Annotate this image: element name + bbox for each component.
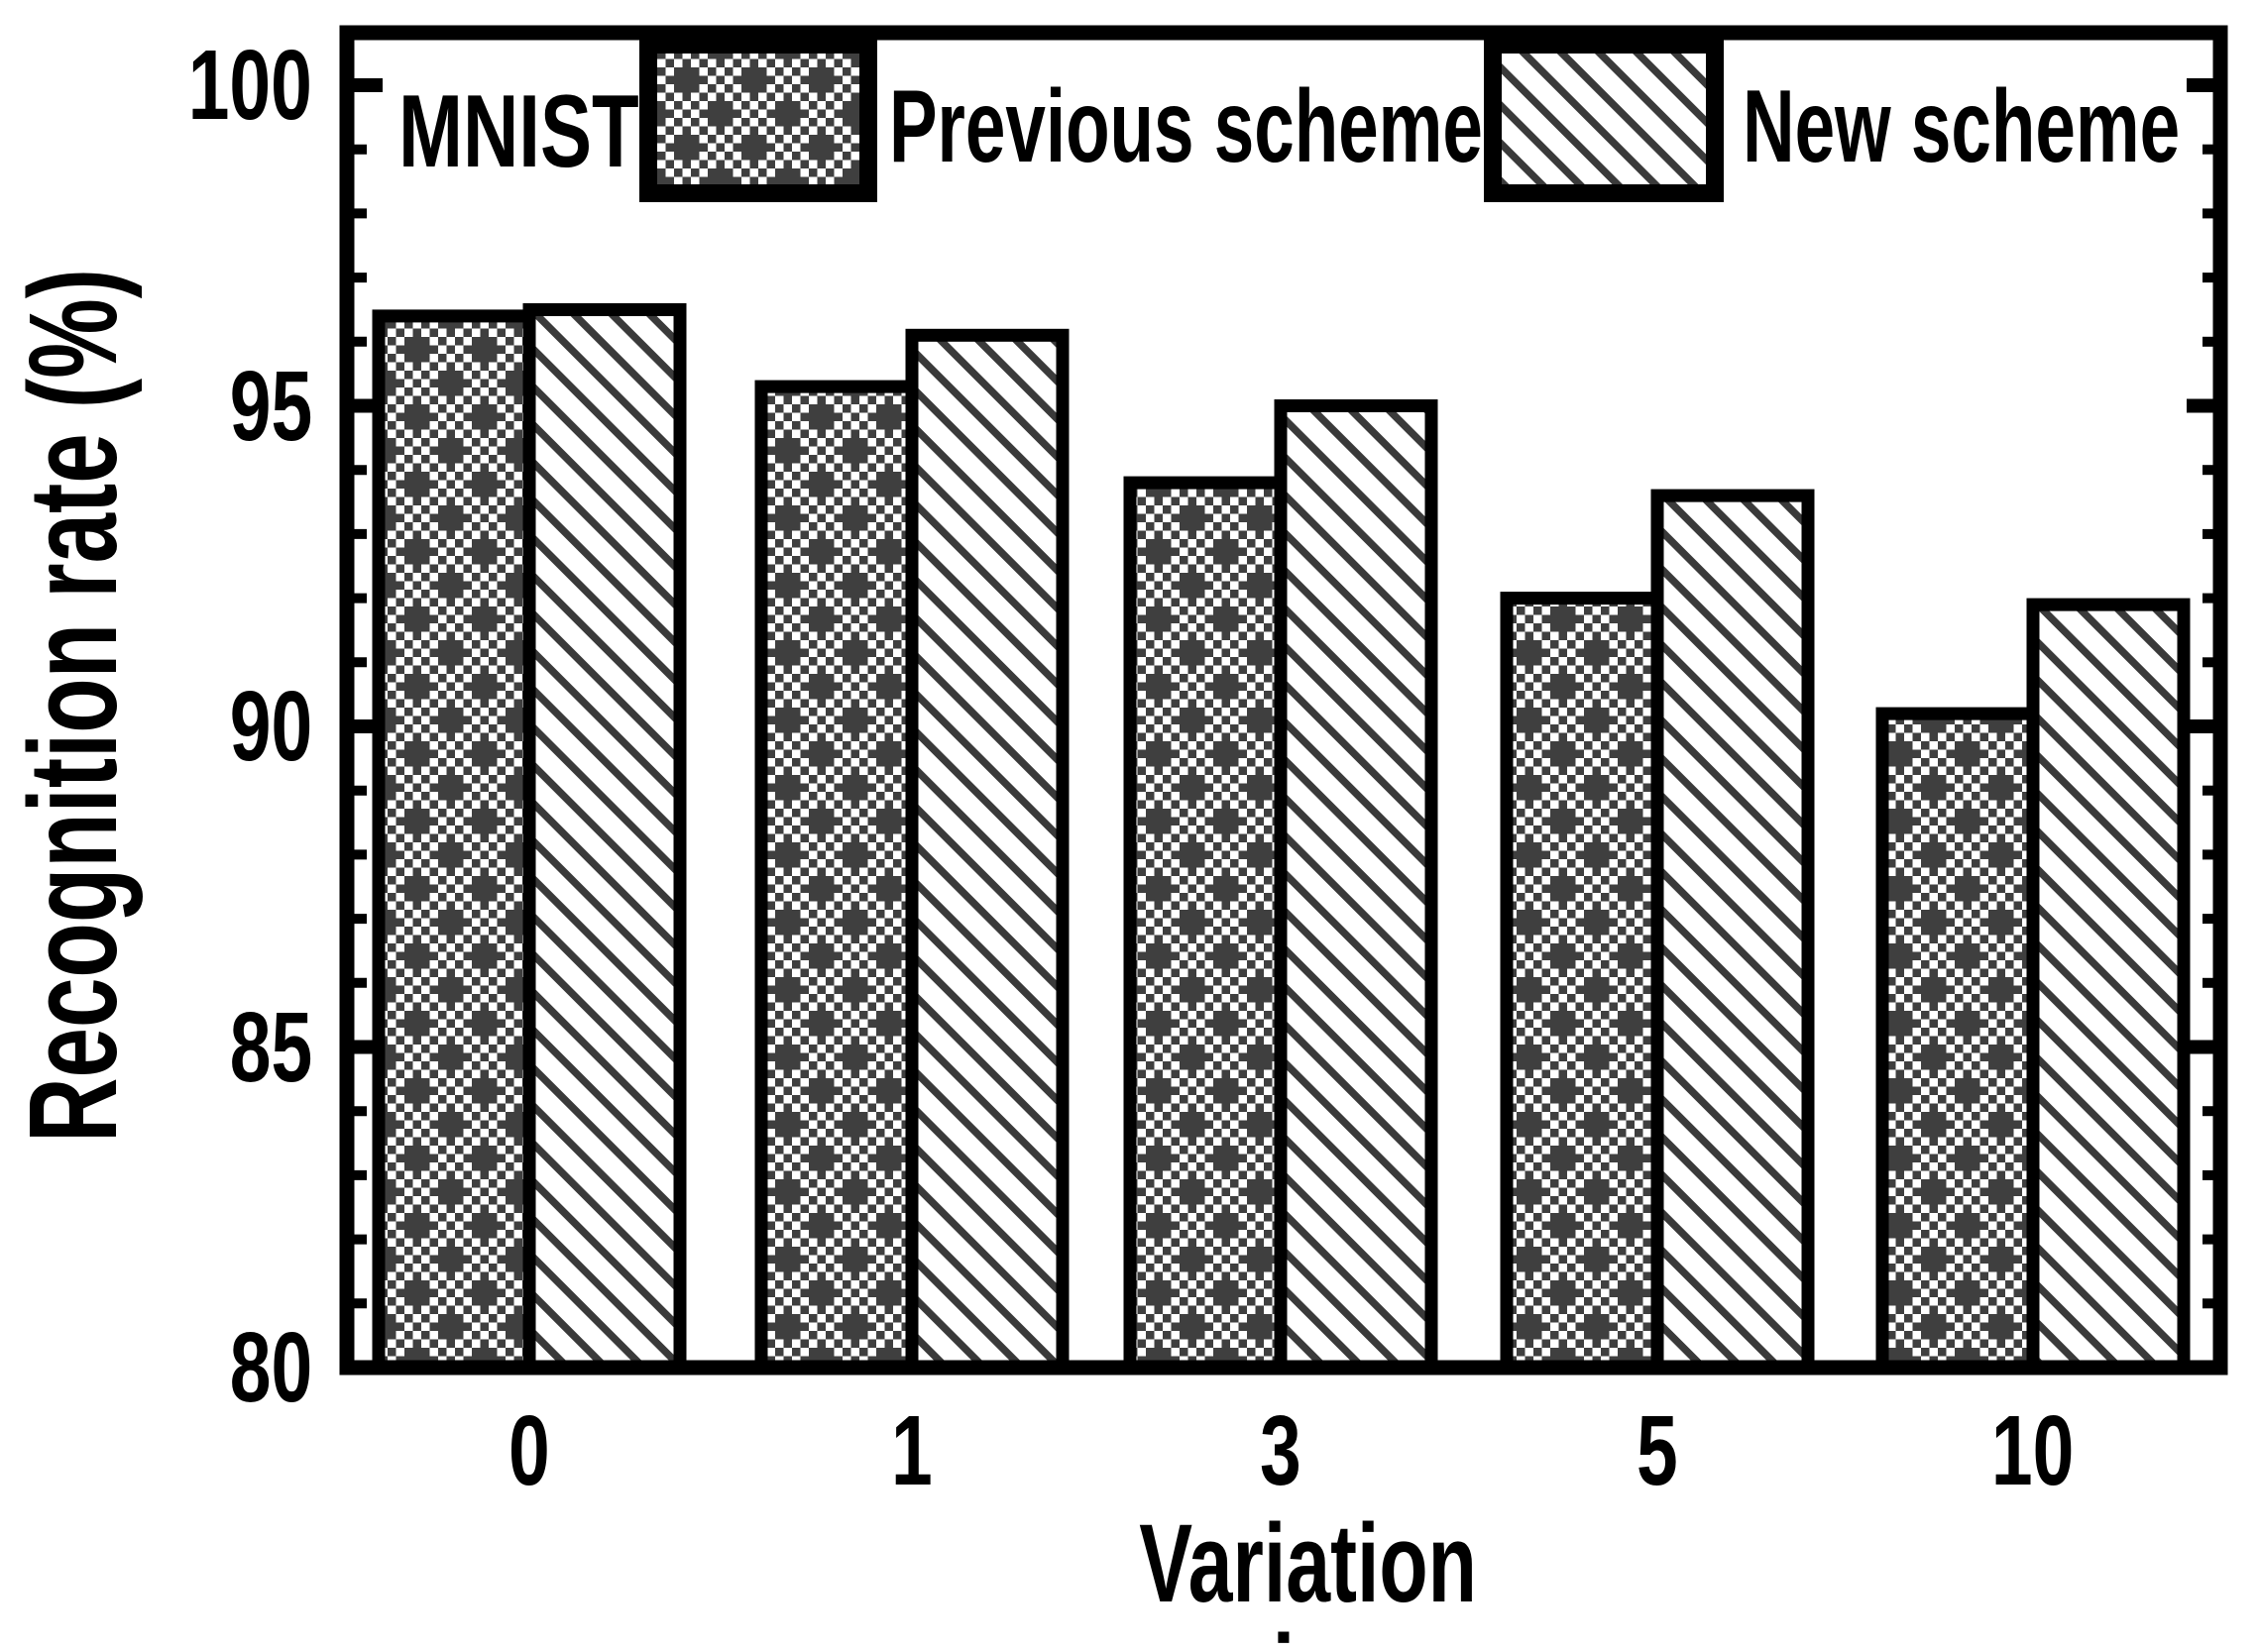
x-tick-label-text: 5 [1637,1395,1678,1506]
y-tick-label-text: 80 [229,1312,312,1423]
legend-swatch-previous-scheme [639,36,877,202]
x-tick-label-text: 0 [508,1395,550,1506]
y-tick-label-text: 85 [229,992,312,1103]
bar-previous-scheme-x3 [1123,476,1288,1375]
x-tick-label-5: 5 [1459,1401,1856,1500]
bar-new-scheme-x1 [905,328,1070,1375]
legend-label-new-scheme: New scheme [1743,69,2181,184]
x-tick-label-10: 10 [1835,1401,2231,1500]
x-tick-label-text: 3 [1260,1395,1301,1506]
y-tick-label-95: 95 [69,357,312,456]
bars-group [372,303,2191,1375]
bar-previous-scheme-x5 [1500,592,1664,1375]
bar-new-scheme-x3 [1274,399,1438,1375]
x-tick-label-text: 1 [891,1395,933,1506]
bar-new-scheme-x10 [2026,598,2191,1375]
y-tick-label-text: 100 [187,30,312,141]
x-tick-label-1: 1 [714,1401,1110,1500]
legend-label-previous-scheme: Previous scheme [889,69,1483,184]
bar-new-scheme-x5 [1650,489,1815,1375]
dataset-annotation-text: MNIST [398,74,639,189]
bar-previous-scheme-x10 [1875,707,2040,1375]
bar-previous-scheme-x0 [372,309,536,1375]
x-axis-title: Variation in crossbar (%) [1139,1501,1477,1652]
x-tick-label-text: 10 [1991,1395,2075,1506]
legend-swatch-new-scheme [1484,36,1724,202]
axis-ticks-group [349,78,2218,1375]
y-tick-label-text: 90 [229,671,312,782]
x-tick-label-0: 0 [331,1401,728,1500]
y-tick-label-85: 85 [69,998,312,1097]
dataset-annotation: MNIST [398,80,720,183]
bar-new-scheme-x0 [522,303,687,1375]
y-tick-label-80: 80 [69,1318,312,1417]
legend-swatches [639,36,1724,202]
y-tick-label-100: 100 [69,36,312,135]
bar-previous-scheme-x1 [754,380,919,1375]
plot-border [339,25,2228,1376]
y-tick-label-90: 90 [69,677,312,776]
x-tick-label-3: 3 [1082,1401,1479,1500]
y-tick-label-text: 95 [229,351,312,462]
